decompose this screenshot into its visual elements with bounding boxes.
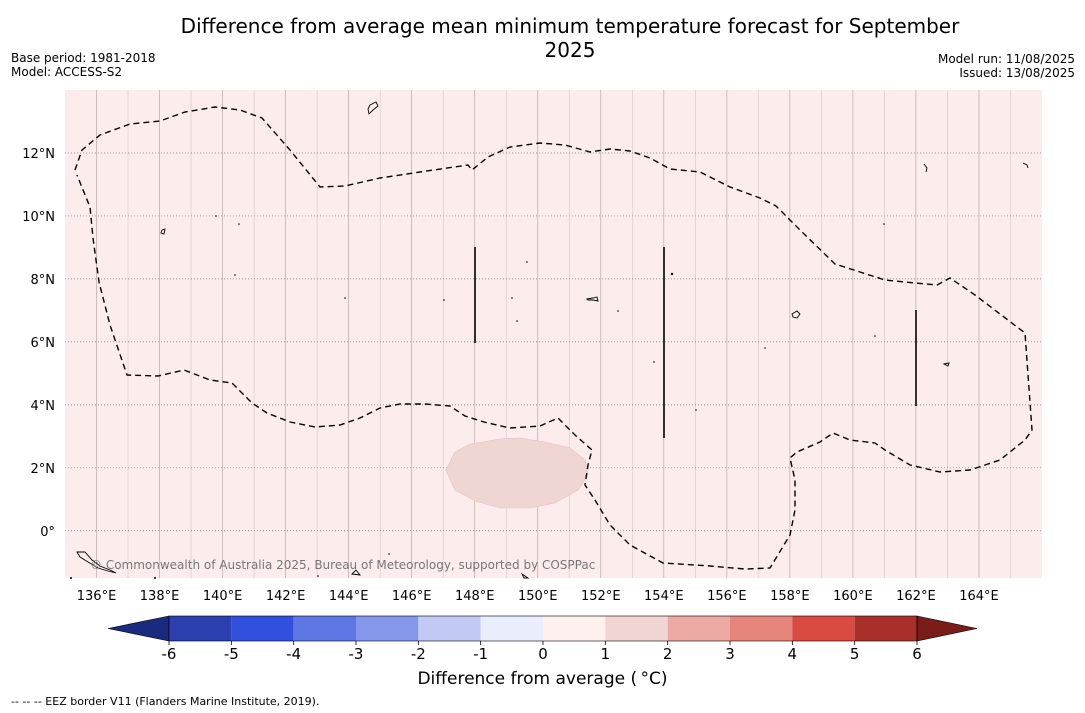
colorbar-segment [730,616,793,641]
base-period-text: Base period: 1981-2018 [11,51,156,65]
longitude-label: 160°E [833,589,873,604]
longitude-label: 158°E [770,589,810,604]
longitude-label: 152°E [581,589,621,604]
longitude-label: 156°E [707,589,747,604]
colorbar-segment [792,616,855,641]
longitude-label: 138°E [140,589,180,604]
colorbar-tick-label: -2 [411,645,426,663]
latitude-label: 4°N [31,399,56,414]
colorbar-under-arrow [107,615,170,642]
meta-left: Base period: 1981-2018 Model: ACCESS-S2 [11,51,156,79]
model-run-text: Model run: 11/08/2025 [937,52,1075,66]
colorbar [107,615,978,642]
figure-title: Difference from average mean minimum tem… [180,14,960,62]
colorbar-tick-label: -4 [286,645,301,663]
colorbar-tick-label: -3 [349,645,364,663]
colorbar-tick-label: -5 [224,645,239,663]
anomaly-patch [445,437,589,509]
colorbar-tick-label: 2 [663,645,673,663]
colorbar-segment [480,616,543,641]
colorbar-tick-label: 4 [788,645,798,663]
map-background [65,90,1042,578]
colorbar-segment [293,616,356,641]
colorbar-tick-label: -1 [473,645,488,663]
colorbar-segment [231,616,294,641]
colorbar-tick-label: 6 [912,645,922,663]
colorbar-tick-label: 5 [850,645,860,663]
model-text: Model: ACCESS-S2 [11,65,123,79]
latitude-label: 10°N [22,210,55,225]
latitude-label: 12°N [22,147,55,162]
colorbar-over-arrow [916,615,978,642]
colorbar-segment [418,616,481,641]
longitude-label: 144°E [329,589,369,604]
longitude-label: 142°E [266,589,306,604]
longitude-label: 162°E [896,589,936,604]
colorbar-tick-label: -6 [162,645,177,663]
colorbar-segment [356,616,419,641]
colorbar-segment [667,616,730,641]
longitude-label: 148°E [455,589,495,604]
eez-footnote: -- -- -- EEZ border V11 (Flanders Marine… [11,695,320,708]
colorbar-segment [543,616,606,641]
longitude-label: 136°E [77,589,117,604]
colorbar-title: Difference from average ( °C) [417,669,668,689]
graticule [65,90,1042,578]
colorbar-segment [169,616,232,641]
longitude-label: 154°E [644,589,684,604]
copyright-notice: © Commonwealth of Australia 2025, Bureau… [90,558,596,572]
colorbar-tick-label: 3 [725,645,735,663]
colorbar-ticks: -6 -5 -4 -3 -2 -1 0 1 2 3 4 5 6 [162,641,922,663]
latitude-labels: 12°N 10°N 8°N 6°N 4°N 2°N 0° [22,147,55,540]
longitude-label: 146°E [392,589,432,604]
longitude-label: 164°E [959,589,999,604]
tiny-islets [70,215,885,579]
latitude-label: 0° [40,525,55,540]
latitude-label: 6°N [31,336,56,351]
latitude-label: 8°N [31,273,56,288]
colorbar-segment [854,616,917,641]
longitude-label: 150°E [518,589,558,604]
longitude-labels: 136°E 138°E 140°E 142°E 144°E 146°E 148°E 150°E… [77,589,999,604]
latitude-label: 2°N [31,462,56,477]
islands [76,101,1029,579]
issued-text: Issued: 13/08/2025 [959,66,1075,80]
solid-meridian-lines [474,247,917,438]
meta-right: Model run: 11/08/2025 Issued: 13/08/2025 [938,52,1075,80]
colorbar-segment [605,616,668,641]
longitude-label: 140°E [203,589,243,604]
colorbar-tick-label: 0 [538,645,548,663]
colorbar-tick-label: 1 [601,645,611,663]
